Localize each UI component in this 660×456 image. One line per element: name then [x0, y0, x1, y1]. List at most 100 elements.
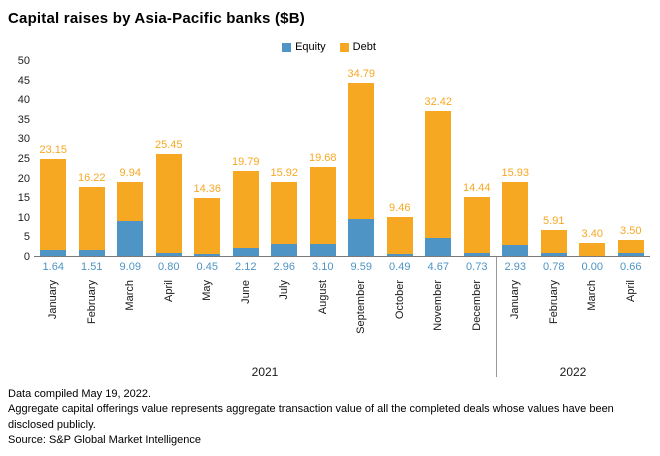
- bar-segment-debt: [232, 170, 259, 248]
- debt-value-label: 9.46: [389, 202, 411, 215]
- y-tick-label: 40: [17, 94, 30, 107]
- plot-area: 23.15 16.22 9.94 25.45 14.36 19.79 15.92 19.68 3…: [34, 61, 650, 257]
- debt-value-label: 19.68: [308, 152, 337, 165]
- month-cell: February: [535, 280, 574, 361]
- debt-value-label: 14.44: [462, 181, 491, 194]
- stacked-bar: [271, 182, 298, 256]
- y-tick-label: 0: [23, 251, 30, 263]
- month-cell: November: [419, 280, 458, 361]
- equity-value-label: 9.09: [119, 261, 141, 273]
- bar-slot: 5.91: [535, 61, 574, 256]
- bar-segment-equity: [309, 243, 336, 256]
- stacked-bar: [348, 82, 375, 256]
- bar-segment-debt: [309, 167, 336, 244]
- stacked-bar: [579, 242, 606, 256]
- below-axis-gutter: [8, 257, 34, 379]
- bar-segment-equity: [194, 254, 221, 256]
- bar-segment-equity: [463, 253, 490, 256]
- stacked-bar: [117, 181, 144, 256]
- y-tick-label: 30: [17, 133, 30, 146]
- debt-value-label: 15.92: [270, 167, 299, 180]
- y-tick-label: 10: [17, 211, 30, 224]
- year-divider-line: [495, 257, 497, 377]
- month-tick-label: February: [85, 280, 98, 325]
- below-axis: 1.64 1.51 9.09 0.80 0.45 2.12 2.96 3.10 9.59 0.49…: [8, 257, 650, 379]
- stacked-bar: [502, 182, 529, 256]
- month-tick-label: January: [509, 280, 522, 320]
- equity-value-label: 0.78: [543, 261, 565, 273]
- bar-slot: 16.22: [73, 61, 112, 256]
- y-tick-label: 50: [17, 55, 30, 67]
- debt-value-label: 5.91: [543, 214, 565, 227]
- month-cell: January: [496, 280, 535, 361]
- month-tick-label: August: [316, 280, 329, 315]
- y-tick-label: 45: [17, 74, 30, 87]
- legend-item-equity: Equity: [282, 41, 326, 53]
- bar-segment-equity: [540, 252, 567, 256]
- month-labels-row: January February March April May June July Augu…: [34, 273, 650, 361]
- bar-slot: 14.36: [188, 61, 227, 256]
- bar-segment-equity: [617, 253, 644, 256]
- month-cell: April: [612, 280, 651, 361]
- chart-legend: Equity Debt: [8, 41, 650, 53]
- bar-segment-debt: [463, 196, 490, 254]
- chart-area: 0 5 10 15 20 25 30 35 40 45 50 23.15 16.22 9.94 25.45…: [8, 55, 650, 263]
- equity-value-label: 3.10: [312, 261, 334, 273]
- month-cell: January: [34, 280, 73, 361]
- bar-segment-equity: [40, 249, 67, 256]
- equity-value-label: 2.96: [273, 261, 295, 273]
- equity-value-label: 2.12: [235, 261, 257, 273]
- bar-segment-debt: [348, 82, 375, 219]
- stacked-bar: [540, 229, 567, 256]
- debt-value-label: 9.94: [119, 166, 141, 179]
- debt-value-label: 16.22: [77, 171, 106, 184]
- debt-value-label: 3.40: [581, 227, 603, 240]
- equity-value-label: 0.66: [620, 261, 642, 273]
- month-tick-label: September: [355, 280, 368, 334]
- month-tick-label: April: [162, 280, 175, 303]
- bar-slot: 9.94: [111, 61, 150, 256]
- stacked-bar: [155, 153, 182, 256]
- debt-value-label: 3.50: [620, 224, 642, 237]
- month-cell: March: [573, 280, 612, 361]
- bar-slot: 32.42: [419, 61, 458, 256]
- stacked-bar: [617, 239, 644, 256]
- bar-segment-debt: [155, 153, 182, 253]
- legend-item-debt: Debt: [339, 41, 376, 53]
- stacked-bar: [386, 217, 413, 256]
- month-cell: May: [188, 280, 227, 361]
- equity-value-label: 9.59: [350, 261, 372, 273]
- bar-slot: 14.44: [458, 61, 497, 256]
- equity-value-label: 0.00: [581, 261, 603, 273]
- equity-value-label: 1.64: [42, 261, 64, 273]
- debt-value-label: 32.42: [424, 96, 453, 109]
- month-tick-label: December: [470, 280, 483, 331]
- y-tick-label: 15: [17, 192, 30, 205]
- month-cell: June: [227, 280, 266, 361]
- debt-value-label: 19.79: [231, 155, 260, 168]
- bar-segment-debt: [425, 111, 452, 238]
- equity-swatch-icon: [282, 42, 292, 52]
- bar-segment-equity: [155, 252, 182, 256]
- bar-segment-debt: [117, 181, 144, 221]
- month-tick-label: January: [47, 280, 60, 320]
- equity-value-label: 4.67: [427, 261, 449, 273]
- stacked-bar: [309, 167, 336, 256]
- month-tick-label: November: [432, 280, 445, 331]
- footer-notes: Data compiled May 19, 2022. Aggregate ca…: [8, 387, 650, 449]
- equity-value-label: 1.51: [81, 261, 103, 273]
- footer-data-compiled: Data compiled May 19, 2022.: [8, 388, 152, 400]
- stacked-bar: [425, 111, 452, 256]
- y-tick-label: 35: [17, 113, 30, 126]
- equity-value-label: 0.45: [196, 261, 218, 273]
- bar-slot: 19.79: [227, 61, 266, 256]
- bar-slot: 3.40: [573, 61, 612, 256]
- bar-slot: 34.79: [342, 61, 381, 256]
- bar-segment-debt: [78, 186, 105, 251]
- bar-segment-debt: [40, 159, 67, 250]
- y-tick-label: 20: [17, 172, 30, 185]
- month-cell: December: [458, 280, 497, 361]
- equity-values-row: 1.64 1.51 9.09 0.80 0.45 2.12 2.96 3.10 9.59 0.49…: [34, 257, 650, 273]
- bar-slot: 15.92: [265, 61, 304, 256]
